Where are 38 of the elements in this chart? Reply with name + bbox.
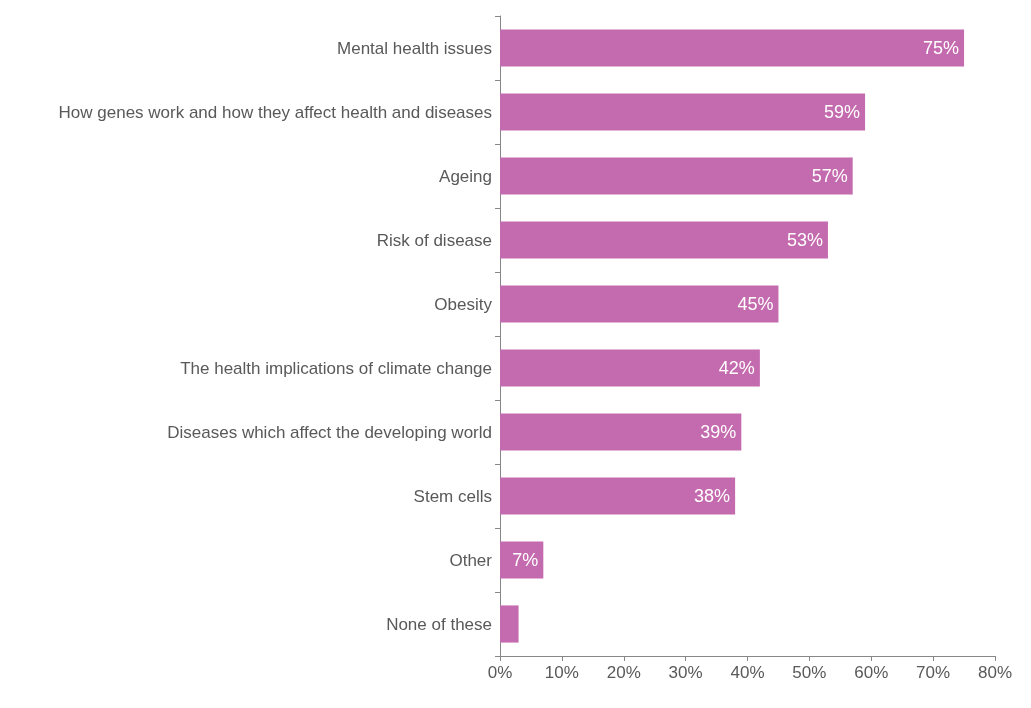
data-label: 38% — [694, 486, 731, 506]
data-label: 7% — [512, 550, 539, 570]
y-tick-label: Other — [449, 550, 493, 570]
x-tick-label: 0% — [487, 663, 513, 682]
x-tick-label: 20% — [606, 663, 641, 682]
data-label: 57% — [811, 166, 848, 186]
x-tick-label: 50% — [792, 663, 827, 682]
bar — [500, 541, 544, 579]
x-tick-label: 30% — [668, 663, 703, 682]
x-tick-label: 60% — [854, 663, 889, 682]
data-label: 39% — [700, 422, 737, 442]
bar — [500, 285, 779, 323]
bar — [500, 221, 828, 259]
bar — [500, 605, 519, 643]
data-label: 53% — [786, 230, 823, 250]
y-tick-label: Stem cells — [413, 486, 492, 506]
y-tick-label: Diseases which affect the developing world — [167, 422, 492, 442]
x-tick-label: 80% — [977, 663, 1013, 682]
bar — [500, 477, 736, 515]
y-tick-label: Obesity — [434, 294, 493, 314]
x-tick-label: 70% — [916, 663, 951, 682]
data-label: 45% — [737, 294, 774, 314]
data-label: 42% — [718, 358, 755, 378]
y-tick-label: Ageing — [439, 166, 492, 186]
x-tick-label: 40% — [730, 663, 765, 682]
bar — [500, 413, 742, 451]
y-tick-label: None of these — [386, 614, 492, 634]
x-tick-label: 10% — [544, 663, 579, 682]
bar — [500, 349, 760, 387]
data-label: 59% — [824, 102, 861, 122]
y-tick-label: Mental health issues — [337, 38, 492, 58]
bar — [500, 157, 853, 195]
y-tick-label: The health implications of climate change — [180, 358, 492, 378]
data-label: 75% — [923, 38, 960, 58]
y-tick-label: Risk of disease — [376, 230, 492, 250]
y-tick-label: How genes work and how they affect health and diseases — [58, 102, 492, 122]
bar — [500, 93, 866, 131]
bar — [500, 29, 965, 67]
